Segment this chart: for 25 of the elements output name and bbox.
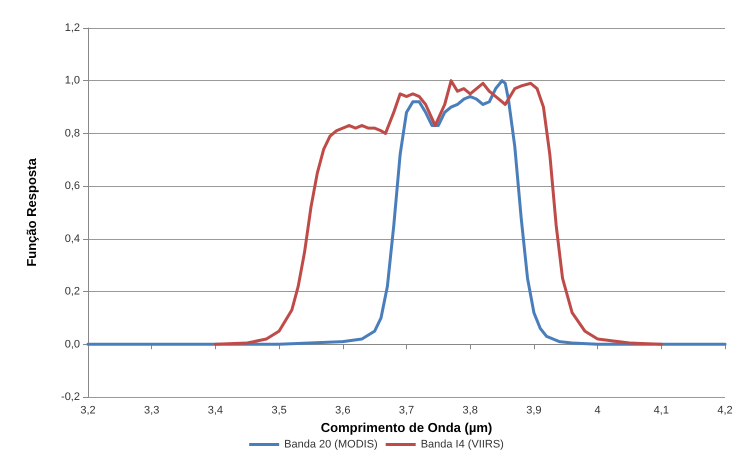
x-axis-title: Comprimento de Onda (µm) xyxy=(320,420,492,435)
y-tick-label: 0,8 xyxy=(64,127,80,140)
line-series xyxy=(214,79,663,346)
y-tick-label: 1,0 xyxy=(64,74,80,87)
y-tick-label: 0,6 xyxy=(64,180,80,192)
x-tick-label: 3,8 xyxy=(462,404,478,416)
x-tick-label: 3,4 xyxy=(208,404,224,416)
line-series xyxy=(86,79,726,346)
x-tick-label: 3,5 xyxy=(271,404,287,416)
x-tick-label: 4 xyxy=(594,404,601,416)
y-tick-label: 0,2 xyxy=(64,286,80,298)
y-tick-label: 0,4 xyxy=(64,232,80,245)
y-tick-label: 1,2 xyxy=(64,22,80,34)
x-tick-label: 3,3 xyxy=(144,404,160,416)
legend-label: Banda I4 (VIIRS) xyxy=(420,438,504,450)
legend-label: Banda 20 (MODIS) xyxy=(284,438,378,450)
x-tick-label: 4,2 xyxy=(717,404,733,416)
x-tick-label: 3,2 xyxy=(80,404,96,416)
x-tick-label: 3,6 xyxy=(335,404,350,416)
x-tick-label: 3,7 xyxy=(398,404,414,416)
y-tick-label: -0,2 xyxy=(61,391,80,403)
y-tick-label: 0,0 xyxy=(64,338,80,350)
x-tick-label: 4,1 xyxy=(654,404,669,416)
x-tick-label: 3,9 xyxy=(526,404,542,416)
y-axis-title: Função Resposta xyxy=(24,158,39,267)
